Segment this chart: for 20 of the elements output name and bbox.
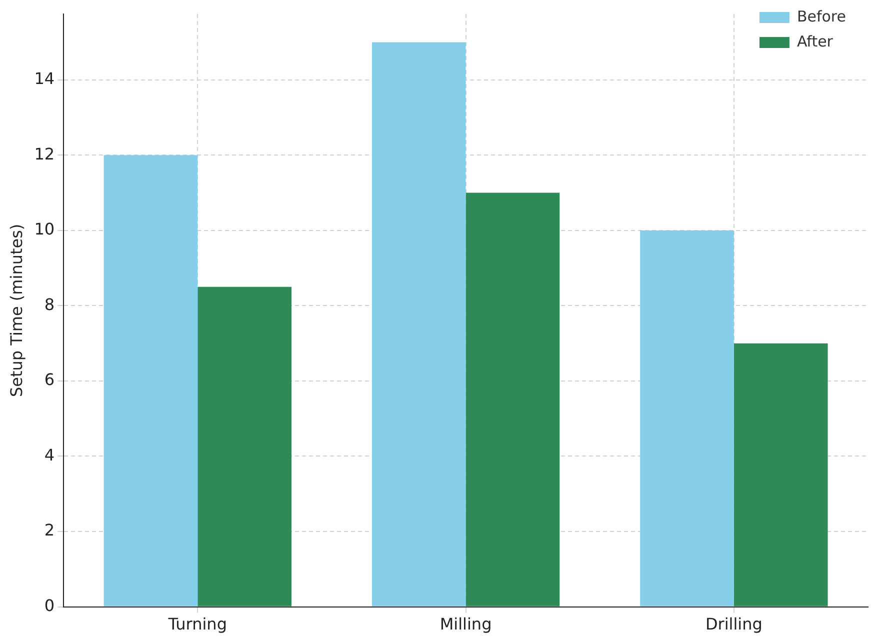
bar bbox=[104, 155, 198, 606]
y-tick-label: 12 bbox=[34, 144, 55, 164]
y-tick-label: 4 bbox=[44, 445, 55, 464]
legend-label: Before bbox=[796, 7, 846, 26]
bar bbox=[198, 286, 292, 606]
bar bbox=[466, 192, 560, 606]
y-axis-title: Setup Time (minutes) bbox=[6, 224, 26, 397]
y-tick-label: 14 bbox=[34, 69, 55, 88]
x-tick-label: Milling bbox=[440, 614, 492, 634]
bar bbox=[640, 230, 734, 606]
y-tick-label: 8 bbox=[44, 294, 55, 314]
x-tick-label: Turning bbox=[167, 614, 227, 634]
legend-label: After bbox=[796, 32, 834, 50]
y-tick-label: 0 bbox=[44, 596, 55, 615]
y-tick-label: 6 bbox=[44, 370, 55, 390]
bar bbox=[734, 343, 828, 606]
bar bbox=[372, 42, 466, 606]
y-tick-label: 2 bbox=[44, 520, 55, 540]
y-tick-label: 10 bbox=[34, 220, 55, 239]
x-tick-label: Drilling bbox=[705, 614, 762, 634]
